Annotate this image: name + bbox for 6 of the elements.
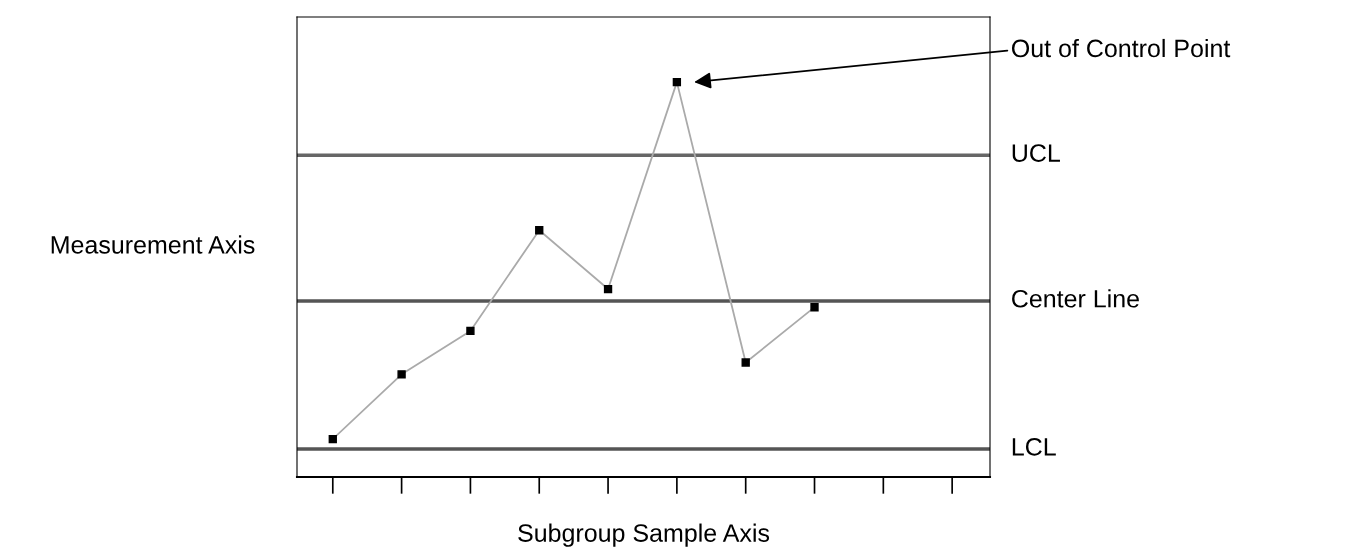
text: Out of Control Point [1011,38,1231,58]
ref-line-label: LCL [1012,437,1056,456]
ref-line-label: Center Line [1012,289,1139,308]
ref-line-label: UCL [1012,144,1060,162]
x-axis-title: Subgroup Sample Axis [518,523,770,547]
y-axis-title: Measurement Axis [51,235,255,254]
